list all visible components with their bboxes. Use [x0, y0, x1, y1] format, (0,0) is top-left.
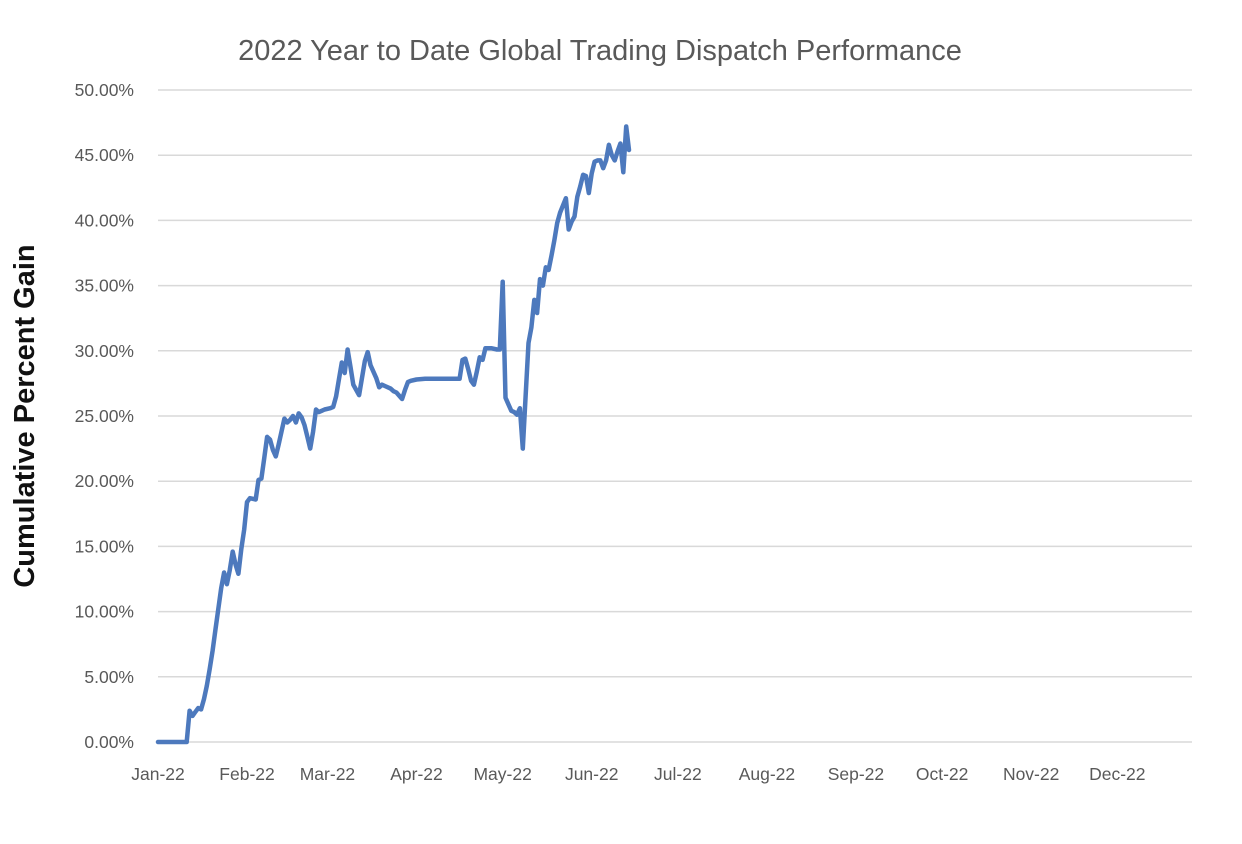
x-tick-label: May-22 [473, 764, 531, 784]
y-tick-label: 30.00% [75, 341, 134, 361]
y-tick-label: 0.00% [84, 732, 134, 752]
x-tick-label: Nov-22 [1003, 764, 1059, 784]
x-tick-label: Jul-22 [654, 764, 702, 784]
gridlines-group [158, 89, 1192, 743]
x-axis-tick-labels: Jan-22 Feb-22 Mar-22 Apr-22 May-22 Jun-22 Jul-… [131, 764, 1145, 784]
x-tick-label: Mar-22 [300, 764, 355, 784]
y-tick-label: 15.00% [75, 536, 134, 556]
x-tick-label: Apr-22 [390, 764, 443, 784]
performance-line-series [155, 124, 632, 745]
x-tick-label: Feb-22 [219, 764, 274, 784]
x-tick-label: Oct-22 [916, 764, 969, 784]
y-tick-label: 25.00% [75, 406, 134, 426]
chart-title: 2022 Year to Date Global Trading Dispatc… [238, 35, 962, 67]
y-tick-label: 45.00% [75, 145, 134, 165]
x-tick-label: Jun-22 [565, 764, 619, 784]
x-tick-label: Jan-22 [131, 764, 185, 784]
y-tick-label: 50.00% [75, 80, 134, 100]
y-tick-label: 5.00% [84, 667, 134, 687]
x-tick-label: Dec-22 [1089, 764, 1145, 784]
y-tick-label: 40.00% [75, 210, 134, 230]
y-tick-label: 20.00% [75, 471, 134, 491]
y-axis-tick-labels: 0.00% 5.00% 10.00% 15.00% 20.00% 25.00% 30.00%… [75, 80, 134, 752]
y-axis-title: Cumulative Percent Gain [9, 244, 41, 587]
y-tick-label: 35.00% [75, 276, 134, 296]
x-tick-label: Sep-22 [828, 764, 884, 784]
x-tick-label: Aug-22 [739, 764, 795, 784]
y-tick-label: 10.00% [75, 602, 134, 622]
